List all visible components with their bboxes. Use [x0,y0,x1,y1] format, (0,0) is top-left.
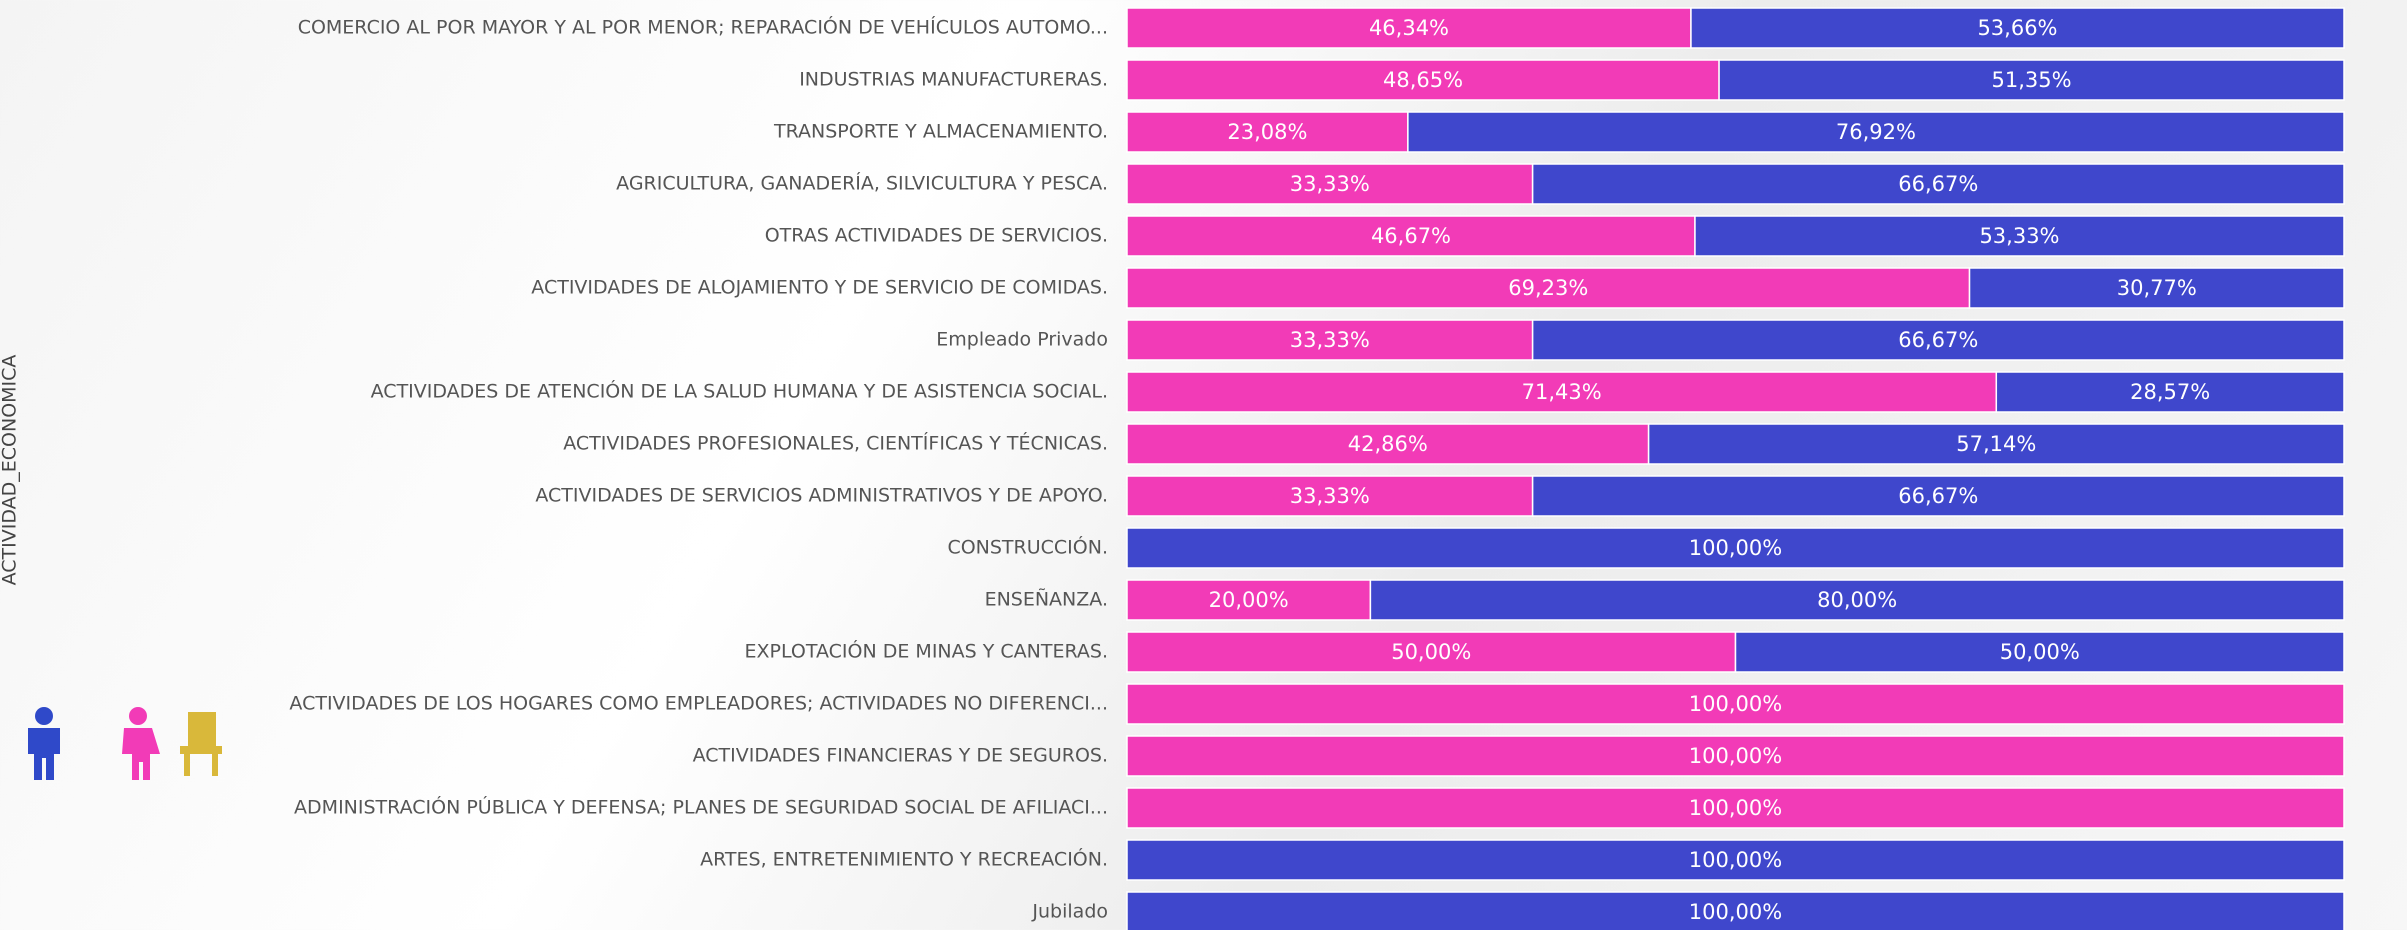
bar-segment [1126,215,1696,257]
category-label: ARTES, ENTRETENIMIENTO Y RECREACIÓN. [700,847,1108,871]
value-label: 71,43% [1522,380,1602,404]
category-label: CONSTRUCCIÓN. [947,535,1108,559]
bar-segment [1531,319,2345,361]
value-label: 33,33% [1290,328,1370,352]
category-label: ACTIVIDADES DE ATENCIÓN DE LA SALUD HUMA… [371,379,1108,403]
value-label: 46,67% [1371,224,1451,248]
bar-segment [1126,735,2345,777]
value-label: 50,00% [1391,640,1471,664]
value-label: 30,77% [2117,276,2197,300]
value-label: 33,33% [1290,484,1370,508]
value-label: 80,00% [1817,588,1897,612]
value-label: 20,00% [1209,588,1289,612]
value-label: 33,33% [1290,172,1370,196]
value-label: 100,00% [1689,744,1782,768]
category-label: ACTIVIDADES DE LOS HOGARES COMO EMPLEADO… [289,693,1108,715]
bar-segment [1126,7,1692,49]
value-label: 50,00% [2000,640,2080,664]
category-label: INDUSTRIAS MANUFACTURERAS. [799,69,1108,91]
bar-segment [1126,423,1650,465]
category-label: OTRAS ACTIVIDADES DE SERVICIOS. [765,225,1108,247]
bar-segment [1126,683,2345,725]
value-label: 53,66% [1977,16,2057,40]
bar-segment [1531,475,2345,517]
value-label: 76,92% [1836,120,1916,144]
bar-segment [1126,475,1534,517]
y-axis-title: ACTIVIDAD_ECONOMICA [0,355,21,586]
value-label: 46,34% [1369,16,1449,40]
category-label: ENSEÑANZA. [985,588,1108,611]
value-label: 100,00% [1689,692,1782,716]
value-label: 57,14% [1956,432,2036,456]
category-label: Jubilado [1031,901,1108,923]
category-label: COMERCIO AL POR MAYOR Y AL POR MENOR; RE… [298,15,1108,39]
bar-segment [1690,7,2345,49]
value-label: 51,35% [1991,68,2071,92]
bar-segment [1126,527,2345,569]
value-label: 28,57% [2130,380,2210,404]
bar-segment [1126,579,1372,621]
value-label: 100,00% [1689,848,1782,872]
category-label: ACTIVIDADES DE ALOJAMIENTO Y DE SERVICIO… [531,277,1108,299]
bar-segment [1126,163,1534,205]
bar-segment [1995,371,2345,413]
value-label: 66,67% [1898,484,1978,508]
bar-segment [1531,163,2345,205]
bar-segment [1369,579,2345,621]
category-label: EXPLOTACIÓN DE MINAS Y CANTERAS. [745,639,1108,663]
value-label: 42,86% [1348,432,1428,456]
value-label: 100,00% [1689,536,1782,560]
legend-icons [28,707,222,780]
bar-segment [1126,891,2345,930]
category-label: ADMINISTRACIÓN PÚBLICA Y DEFENSA; PLANES… [294,795,1108,819]
bar-segment [1126,59,1720,101]
bar-segment [1694,215,2345,257]
category-label: AGRICULTURA, GANADERÍA, SILVICULTURA Y P… [616,172,1108,195]
value-label: 100,00% [1689,900,1782,924]
bar-segment [1734,631,2345,673]
bar-segment [1126,787,2345,829]
value-label: 48,65% [1383,68,1463,92]
category-label: ACTIVIDADES DE SERVICIOS ADMINISTRATIVOS… [535,485,1108,507]
bar-segment [1126,111,1409,153]
category-label: ACTIVIDADES PROFESIONALES, CIENTÍFICAS Y… [563,432,1108,455]
category-label: TRANSPORTE Y ALMACENAMIENTO. [773,121,1108,143]
category-label: Empleado Privado [936,329,1108,351]
bar-segment [1968,267,2345,309]
bar-segment [1718,59,2345,101]
bar-segment [1126,319,1534,361]
value-label: 66,67% [1898,172,1978,196]
value-label: 23,08% [1227,120,1307,144]
value-label: 66,67% [1898,328,1978,352]
value-label: 53,33% [1979,224,2059,248]
value-label: 100,00% [1689,796,1782,820]
category-label: ACTIVIDADES FINANCIERAS Y DE SEGUROS. [693,745,1108,767]
bar-segment [1126,839,2345,881]
bar-segment [1407,111,2345,153]
bar-segment [1647,423,2345,465]
value-label: 69,23% [1508,276,1588,300]
